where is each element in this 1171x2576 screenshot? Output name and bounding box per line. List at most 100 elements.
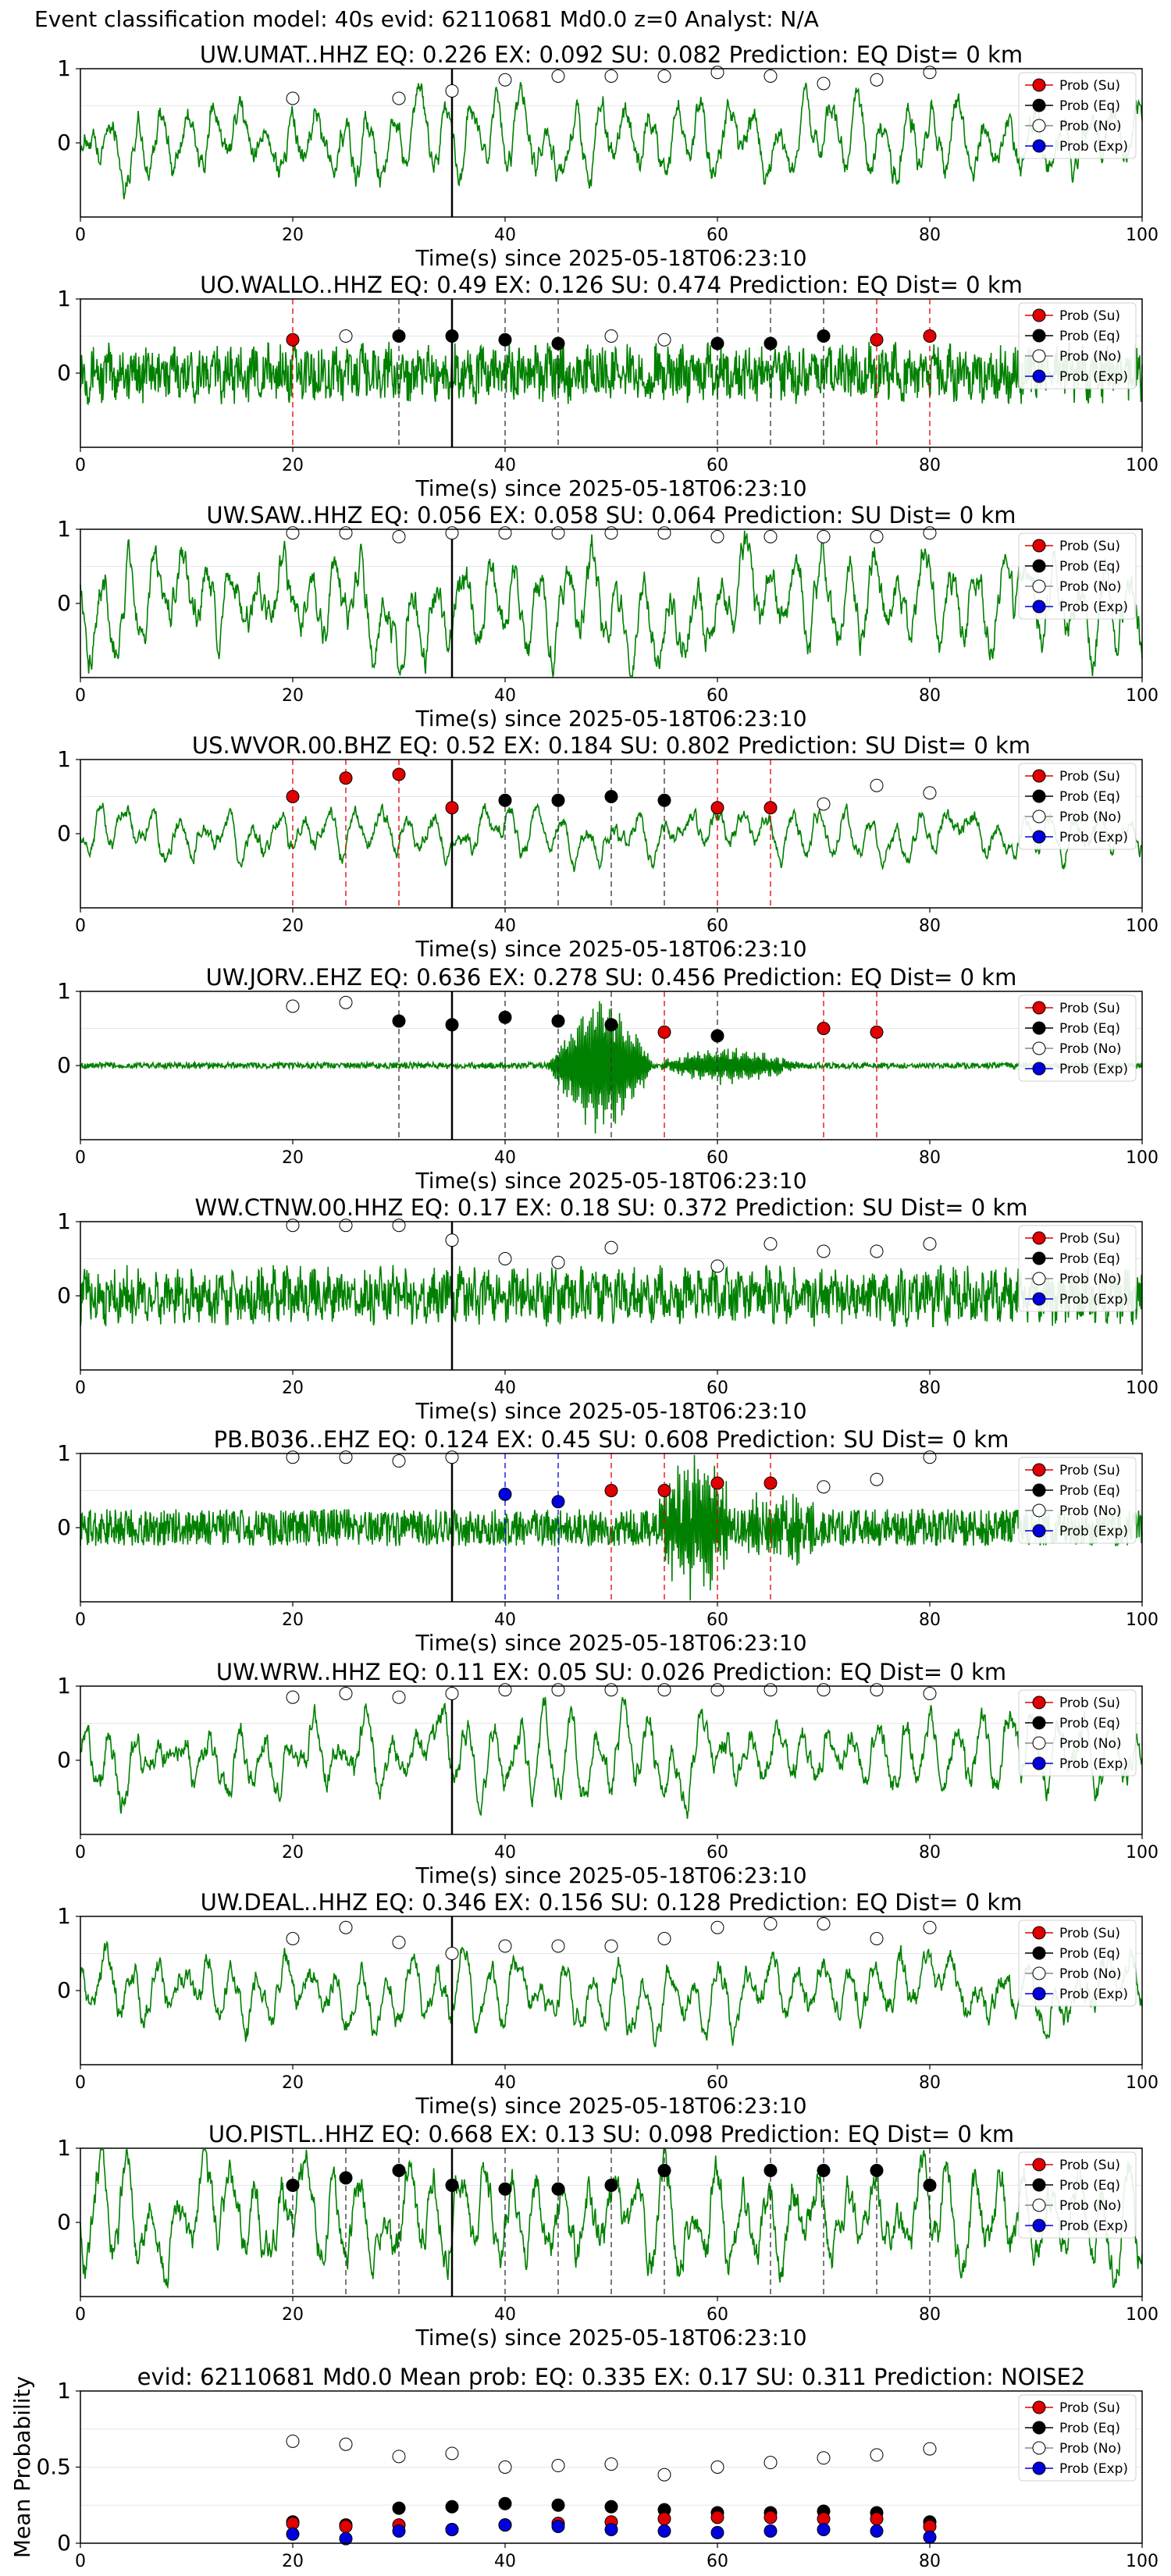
window-prob-point	[817, 1244, 831, 1258]
window-prob-point	[339, 1219, 353, 1233]
window-prob-point	[498, 73, 512, 87]
window-prob-point	[710, 801, 724, 815]
window-prob-point	[763, 1476, 778, 1490]
legend-label: Prob (Exp)	[1059, 1062, 1128, 1077]
x-tick-label: 80	[919, 1148, 941, 1168]
x-tick-label: 40	[494, 456, 516, 475]
x-tick-label: 20	[282, 1379, 304, 1398]
x-tick-label: 40	[494, 2552, 516, 2571]
window-prob-point	[445, 1450, 459, 1464]
window-prob-point	[870, 1025, 884, 1039]
window-prob-point	[710, 336, 724, 350]
legend-label: Prob (Su)	[1059, 1926, 1120, 1941]
mean-prob-point	[710, 2525, 724, 2539]
legend-label: Prob (Eq)	[1059, 1716, 1120, 1731]
x-tick-label: 0	[75, 1843, 86, 1863]
window-prob-point	[870, 530, 884, 543]
x-tick-label: 60	[707, 686, 728, 706]
window-prob-point	[763, 1917, 778, 1930]
window-prob-point	[445, 1947, 459, 1960]
x-axis-label: Time(s) since 2025-05-18T06:23:10	[415, 1168, 806, 1194]
panel-10: UO.PISTL..HHZ EQ: 0.668 EX: 0.13 SU: 0.0…	[57, 2121, 1159, 2350]
window-prob-point	[657, 69, 671, 83]
window-prob-point	[817, 329, 831, 343]
mean-prob-point	[551, 2520, 565, 2534]
window-prob-point	[498, 1487, 512, 1501]
x-tick-label: 0	[75, 456, 86, 475]
legend: Prob (Su) Prob (Eq) Prob (No) Prob (Exp)	[1018, 302, 1137, 390]
window-prob-point	[817, 1683, 831, 1697]
legend-marker	[1032, 600, 1046, 614]
x-tick-label: 20	[282, 456, 304, 475]
y-tick-label: 1	[57, 746, 71, 772]
window-prob-point	[870, 1683, 884, 1697]
legend-marker	[1032, 2218, 1046, 2233]
window-prob-point	[286, 333, 300, 347]
y-tick-label: 0	[57, 1514, 71, 1540]
window-prob-point	[286, 1450, 300, 1464]
window-prob-point	[604, 1683, 618, 1697]
window-prob-point	[339, 995, 353, 1009]
panel-2: UO.WALLO..HHZ EQ: 0.49 EX: 0.126 SU: 0.4…	[57, 272, 1159, 501]
waveform-trace	[80, 2149, 1143, 2290]
legend: Prob (Su) Prob (Eq) Prob (No) Prob (Exp)	[1018, 72, 1137, 159]
x-tick-label: 60	[707, 2073, 728, 2093]
y-tick-label: 1	[57, 2378, 71, 2403]
panel-title: UW.UMAT..HHZ EQ: 0.226 EX: 0.092 SU: 0.0…	[200, 41, 1023, 68]
x-tick-label: 100	[1126, 686, 1159, 706]
legend-frame	[1018, 2394, 1137, 2482]
window-prob-point	[551, 526, 565, 540]
panel-title: UO.PISTL..HHZ EQ: 0.668 EX: 0.13 SU: 0.0…	[208, 2121, 1014, 2147]
window-prob-point	[445, 526, 459, 540]
x-tick-label: 20	[282, 916, 304, 936]
y-tick-label: 1	[57, 1440, 71, 1466]
legend-frame	[1018, 1225, 1137, 1312]
mean-prob-point	[392, 2450, 406, 2464]
window-prob-point	[657, 793, 671, 807]
window-prob-point	[392, 1935, 406, 1949]
window-prob-point	[392, 530, 406, 543]
legend-label: Prob (Eq)	[1059, 1251, 1120, 1267]
x-tick-label: 100	[1126, 456, 1159, 475]
legend-frame	[1018, 72, 1137, 159]
legend-label: Prob (Su)	[1059, 1001, 1120, 1016]
legend: Prob (Su) Prob (Eq) Prob (No) Prob (Exp)	[1018, 2394, 1137, 2482]
window-prob-point	[870, 1244, 884, 1258]
legend-label: Prob (No)	[1059, 809, 1122, 825]
x-tick-label: 0	[75, 2305, 86, 2325]
window-prob-point	[551, 1939, 565, 1953]
window-prob-point	[286, 790, 300, 803]
legend-frame	[1018, 1920, 1137, 2007]
legend-marker	[1032, 1483, 1046, 1497]
legend-marker	[1032, 139, 1046, 153]
mean-prob-point	[817, 2522, 831, 2536]
y-tick-label: 1	[57, 1673, 71, 1699]
legend-marker	[1032, 1966, 1046, 1980]
x-tick-label: 0	[75, 2073, 86, 2093]
legend-marker	[1032, 789, 1046, 803]
legend-label: Prob (Exp)	[1059, 1292, 1128, 1308]
window-prob-point	[710, 530, 724, 543]
window-prob-point	[551, 793, 565, 807]
legend-marker	[1032, 1001, 1046, 1015]
x-tick-label: 40	[494, 1610, 516, 1630]
window-prob-point	[604, 1240, 618, 1254]
legend-label: Prob (No)	[1059, 119, 1122, 134]
window-prob-point	[710, 66, 724, 80]
legend-marker	[1032, 1716, 1046, 1730]
window-prob-point	[286, 1932, 300, 1945]
window-prob-point	[604, 526, 618, 540]
legend-marker	[1032, 308, 1046, 322]
y-tick-label: 0	[57, 2530, 71, 2556]
window-prob-point	[923, 1450, 937, 1464]
mean-prob-point	[445, 2446, 459, 2460]
window-prob-point	[604, 790, 618, 803]
window-prob-point	[498, 333, 512, 347]
legend-marker	[1032, 2421, 1046, 2435]
x-tick-label: 0	[75, 2552, 86, 2571]
window-prob-point	[498, 1683, 512, 1697]
window-prob-point	[763, 1237, 778, 1251]
legend-marker	[1032, 78, 1046, 92]
window-prob-point	[657, 1484, 671, 1497]
panel-3: UW.SAW..HHZ EQ: 0.056 EX: 0.058 SU: 0.06…	[57, 502, 1159, 731]
